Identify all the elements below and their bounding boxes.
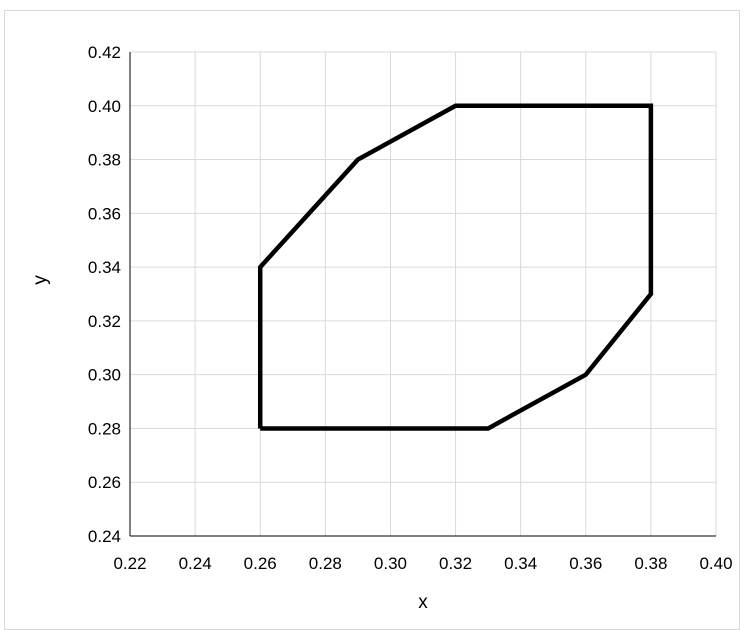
x-tick-label: 0.22: [113, 554, 146, 573]
x-axis-title: x: [418, 592, 428, 610]
y-tick-label: 0.32: [88, 312, 121, 331]
x-tick-label: 0.40: [699, 554, 732, 573]
x-tick-label: 0.34: [504, 554, 537, 573]
y-tick-label: 0.38: [88, 151, 121, 170]
x-tick-label: 0.36: [569, 554, 602, 573]
y-axis-title: y: [30, 275, 51, 285]
y-tick-labels: 0.24 0.26 0.28 0.30 0.32 0.34 0.36 0.38 0.40 0.42: [88, 43, 121, 546]
x-tick-label: 0.38: [634, 554, 667, 573]
y-tick-label: 0.26: [88, 473, 121, 492]
y-tick-label: 0.30: [88, 366, 121, 385]
x-tick-label: 0.24: [179, 554, 212, 573]
x-tick-label: 0.30: [374, 554, 407, 573]
y-tick-label: 0.34: [88, 258, 121, 277]
y-tick-label: 0.28: [88, 419, 121, 438]
chart-canvas: 0.22 0.24 0.26 0.28 0.30 0.32 0.34 0.36 0.38 0.40…: [0, 0, 746, 610]
x-tick-labels: 0.22 0.24 0.26 0.28 0.30 0.32 0.34 0.36 0.38 0.40: [113, 554, 732, 573]
y-tick-label: 0.36: [88, 204, 121, 223]
y-tick-label: 0.24: [88, 527, 121, 546]
x-tick-label: 0.32: [439, 554, 472, 573]
x-tick-label: 0.26: [244, 554, 277, 573]
y-tick-label: 0.40: [88, 97, 121, 116]
x-tick-label: 0.28: [309, 554, 342, 573]
y-tick-label: 0.42: [88, 43, 121, 62]
